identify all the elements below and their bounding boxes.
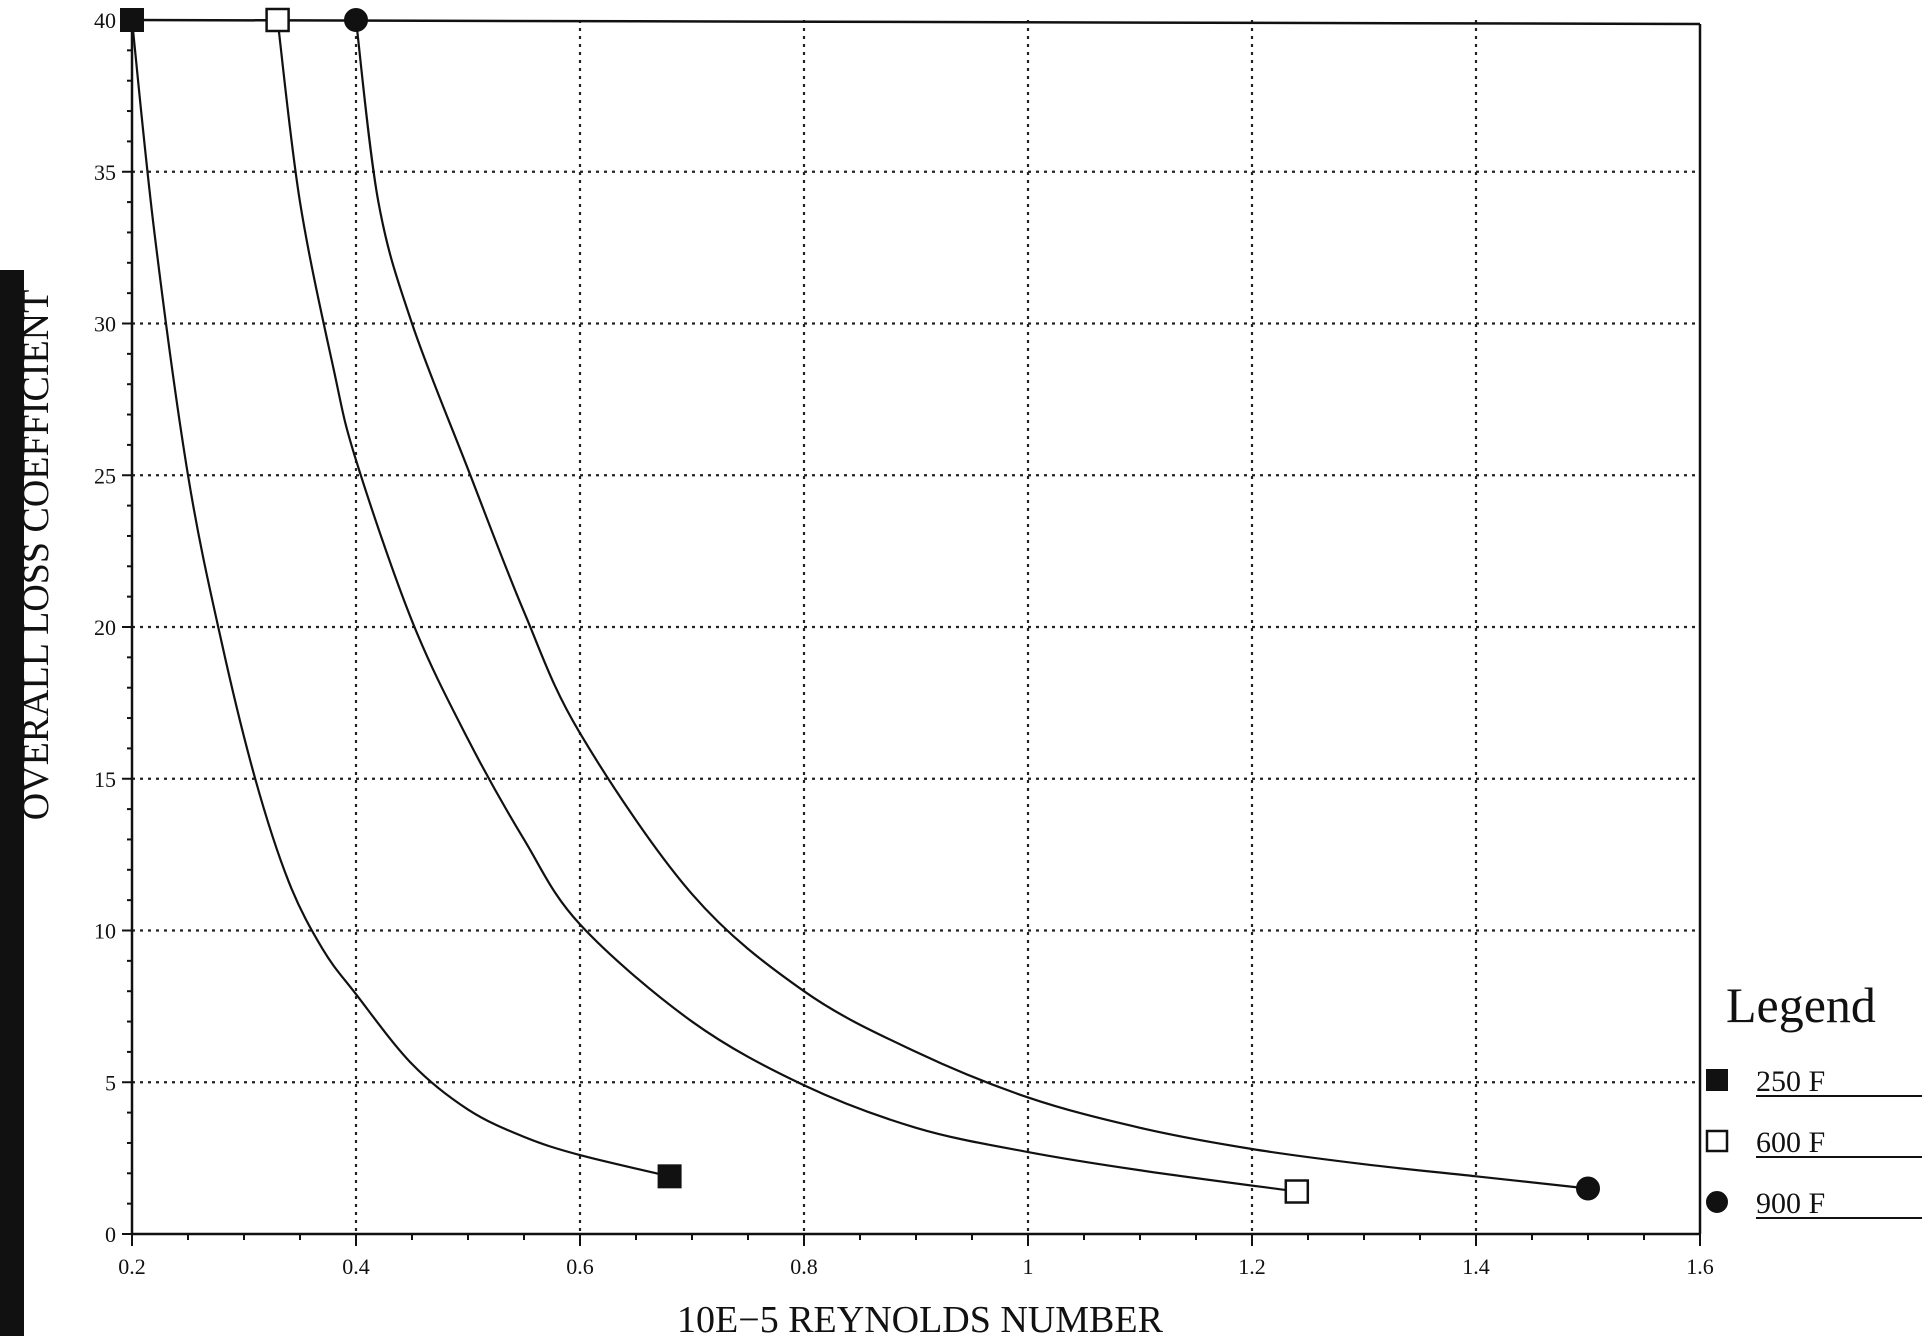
legend-title: Legend bbox=[1726, 977, 1876, 1033]
tick-labels: 0.2 0.4 0.6 0.8 1 1.2 1.4 1.6 0 5 10 15 20 25 30 35 40 bbox=[94, 8, 1714, 1279]
legend-marker-0 bbox=[1706, 1069, 1728, 1091]
y-tick-label: 30 bbox=[94, 312, 116, 337]
series-point-end-0 bbox=[657, 1164, 682, 1189]
legend-marker-1 bbox=[1705, 1129, 1729, 1153]
y-tick-label: 0 bbox=[105, 1222, 116, 1247]
grid-lines bbox=[132, 20, 1700, 1234]
legend-label-2: 900 F bbox=[1756, 1187, 1825, 1220]
series-point-end-2 bbox=[1576, 1176, 1600, 1201]
y-axis-title: OVERALL LOSS COEFFICIENT bbox=[15, 290, 57, 821]
series-line-0 bbox=[130, 19, 670, 1178]
series-line-2 bbox=[354, 19, 1589, 1190]
x-tick-label: 1.2 bbox=[1238, 1254, 1266, 1279]
x-tick-label: 1.4 bbox=[1462, 1254, 1490, 1279]
data-markers bbox=[120, 7, 1600, 1204]
y-tick-label: 20 bbox=[94, 615, 116, 640]
series-point-start-1 bbox=[265, 7, 290, 33]
y-tick-label: 5 bbox=[105, 1070, 116, 1095]
series-point-start-0 bbox=[120, 8, 144, 32]
data-curves bbox=[130, 19, 1589, 1193]
top-border-line bbox=[131, 18, 1701, 26]
x-tick-label: 1 bbox=[1023, 1254, 1034, 1279]
y-tick-label: 25 bbox=[94, 463, 116, 488]
scan-edge-bar bbox=[0, 270, 24, 1336]
x-tick-label: 1.6 bbox=[1686, 1254, 1714, 1279]
legend-label-1: 600 F bbox=[1756, 1126, 1825, 1159]
y-tick-label: 40 bbox=[94, 8, 116, 33]
x-tick-label: 0.2 bbox=[118, 1254, 146, 1279]
y-tick-label: 35 bbox=[94, 160, 116, 185]
series-point-end-1 bbox=[1284, 1179, 1310, 1204]
x-tick-label: 0.6 bbox=[566, 1254, 594, 1279]
legend: Legend 250 F 600 F 900 F bbox=[1705, 977, 1922, 1220]
x-tick-label: 0.4 bbox=[342, 1254, 370, 1279]
series-point-start-2 bbox=[344, 8, 368, 32]
axes bbox=[122, 18, 1702, 1246]
x-axis-title: 10E−5 REYNOLDS NUMBER bbox=[677, 1299, 1164, 1336]
legend-marker-2 bbox=[1706, 1191, 1728, 1213]
y-tick-label: 15 bbox=[94, 767, 116, 792]
y-tick-label: 10 bbox=[94, 919, 116, 944]
series-line-1 bbox=[276, 19, 1297, 1193]
x-tick-label: 0.8 bbox=[790, 1254, 818, 1279]
legend-label-0: 250 F bbox=[1756, 1065, 1825, 1098]
